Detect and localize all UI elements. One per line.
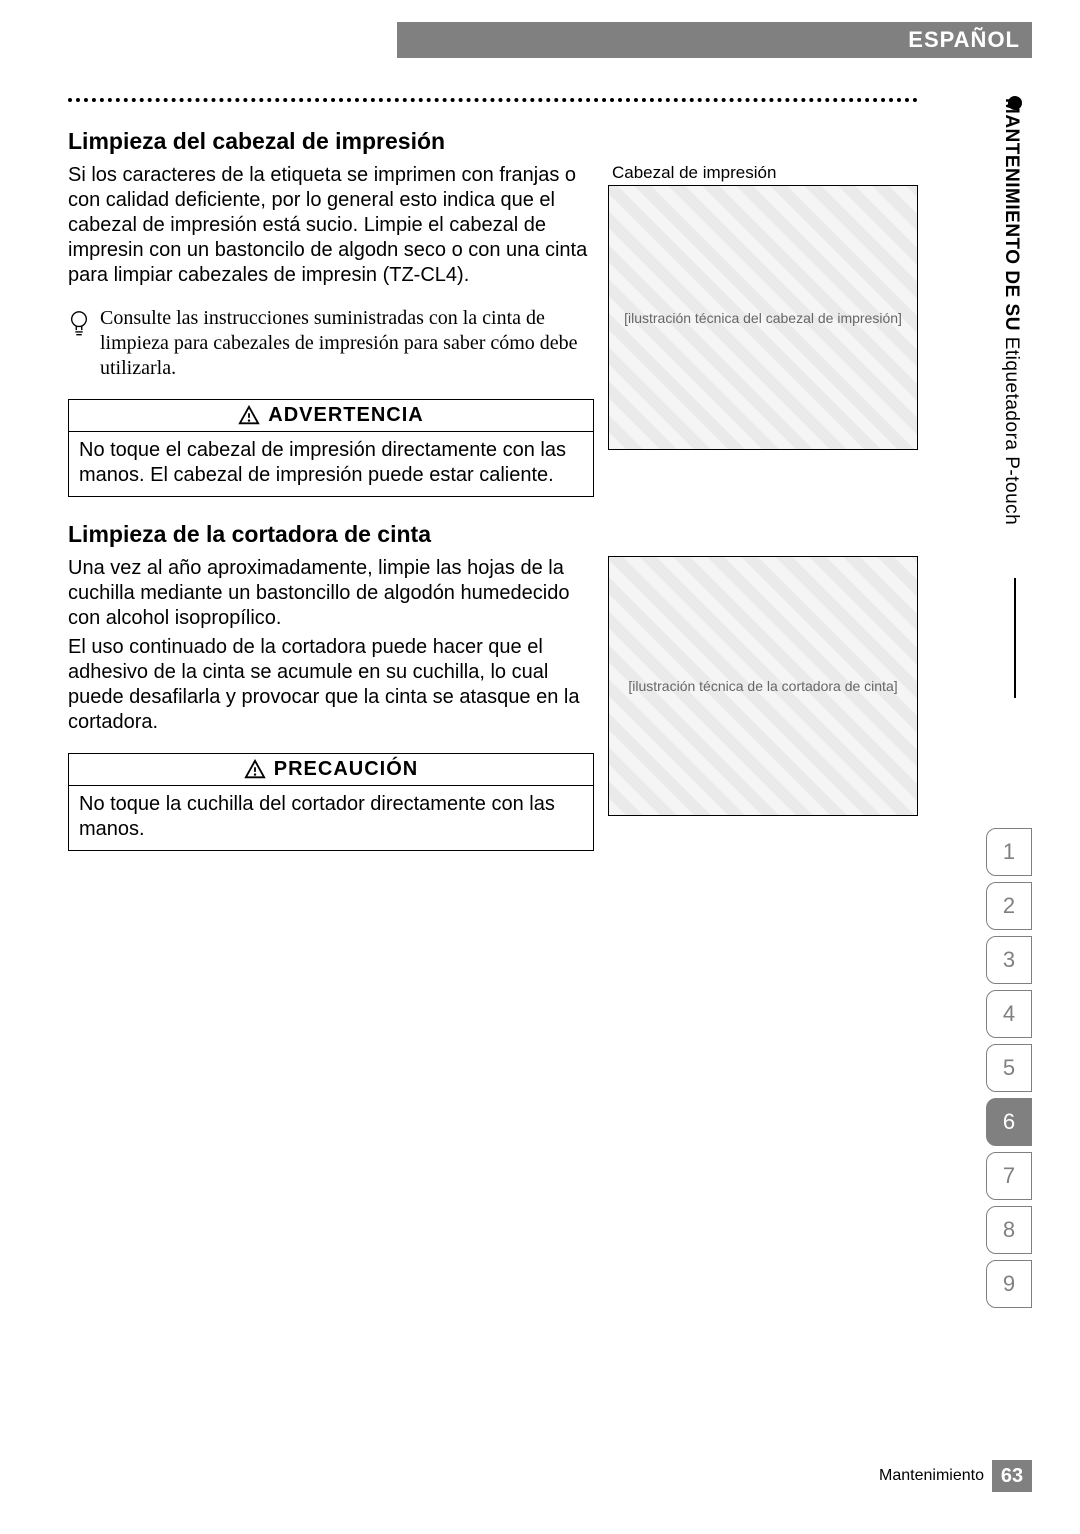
page-content: Limpieza del cabezal de impresión Si los… (68, 128, 918, 851)
chapter-tab-9[interactable]: 9 (986, 1260, 1032, 1308)
caution-body: No toque la cuchilla del cortador direct… (69, 786, 593, 850)
caution-box: PRECAUCIÓN No toque la cuchilla del cort… (68, 753, 594, 851)
bullet-icon (1008, 96, 1022, 110)
section-thumb-label: MANTENIMIENTO DE SU Etiquetadora P-touch (1000, 98, 1032, 578)
figure2-alt: [ilustración técnica de la cortadora de … (628, 678, 897, 694)
chapter-tabs: 1 2 3 4 5 6 7 8 9 (986, 828, 1032, 1314)
warning-icon (238, 405, 260, 427)
section2-title: Limpieza de la cortadora de cinta (68, 521, 918, 548)
section-print-head: Limpieza del cabezal de impresión Si los… (68, 128, 918, 497)
section2-body1: Una vez al año aproximadamente, limpie l… (68, 556, 594, 631)
chapter-tab-8[interactable]: 8 (986, 1206, 1032, 1254)
thumb-line (1014, 578, 1016, 698)
chapter-tab-2[interactable]: 2 (986, 882, 1032, 930)
caution-title: PRECAUCIÓN (274, 758, 418, 781)
section2-body2: El uso continuado de la cortadora puede … (68, 635, 594, 735)
section-tape-cutter: Limpieza de la cortadora de cinta Una ve… (68, 521, 918, 851)
caution-icon (244, 759, 266, 781)
figure1-alt: [ilustración técnica del cabezal de impr… (624, 310, 902, 326)
page-number: 63 (992, 1460, 1032, 1492)
language-label: ESPAÑOL (908, 27, 1020, 53)
chapter-tab-3[interactable]: 3 (986, 936, 1032, 984)
chapter-tab-6[interactable]: 6 (986, 1098, 1032, 1146)
warning-box: ADVERTENCIA No toque el cabezal de impre… (68, 399, 594, 497)
section1-title: Limpieza del cabezal de impresión (68, 128, 918, 155)
figure2-image: [ilustración técnica de la cortadora de … (608, 556, 918, 816)
lightbulb-icon (68, 310, 90, 339)
thumb-rest: Etiquetadora P-touch (1001, 331, 1022, 525)
warning-title: ADVERTENCIA (268, 404, 423, 427)
dotted-divider (68, 98, 918, 102)
thumb-bold: MANTENIMIENTO DE SU (1001, 98, 1022, 331)
chapter-tab-7[interactable]: 7 (986, 1152, 1032, 1200)
section1-body: Si los caracteres de la etiqueta se impr… (68, 163, 594, 288)
section-thumb-text: MANTENIMIENTO DE SU Etiquetadora P-touch (1000, 98, 1022, 525)
chapter-tab-5[interactable]: 5 (986, 1044, 1032, 1092)
chapter-tab-1[interactable]: 1 (986, 828, 1032, 876)
chapter-tab-4[interactable]: 4 (986, 990, 1032, 1038)
figure1-caption: Cabezal de impresión (612, 163, 918, 183)
tip-row: Consulte las instrucciones suministradas… (68, 306, 594, 381)
page-footer: Mantenimiento 63 (879, 1460, 1032, 1492)
section1-tip: Consulte las instrucciones suministradas… (100, 306, 594, 381)
language-bar: ESPAÑOL (397, 22, 1032, 58)
footer-label: Mantenimiento (879, 1467, 984, 1485)
figure1-image: [ilustración técnica del cabezal de impr… (608, 185, 918, 450)
warning-body: No toque el cabezal de impresión directa… (69, 432, 593, 496)
